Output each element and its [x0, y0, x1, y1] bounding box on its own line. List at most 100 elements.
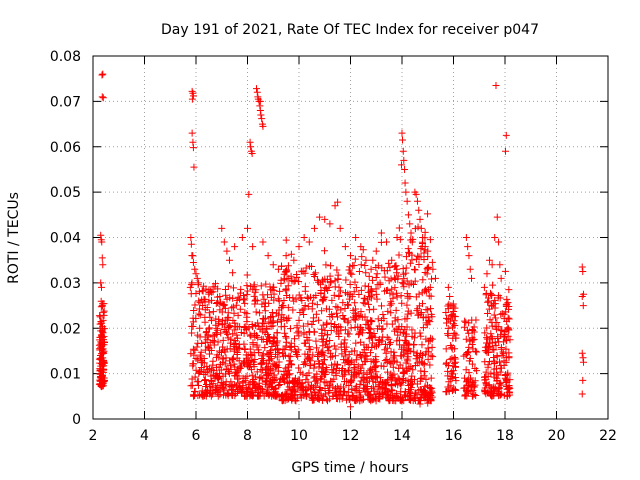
data-point — [384, 368, 392, 376]
data-point — [392, 306, 400, 314]
data-point — [190, 388, 198, 396]
data-point — [367, 349, 375, 357]
data-point — [229, 294, 237, 302]
data-point — [214, 392, 222, 400]
data-point — [367, 325, 375, 333]
data-point — [267, 347, 275, 355]
data-point — [290, 256, 298, 264]
data-point — [387, 275, 395, 283]
data-point — [392, 262, 400, 270]
data-point — [419, 314, 427, 322]
data-point — [370, 395, 378, 403]
data-point — [313, 344, 321, 352]
data-point — [504, 324, 512, 332]
data-point — [361, 384, 369, 392]
data-point — [253, 368, 261, 376]
data-point — [404, 349, 412, 357]
data-point — [385, 335, 393, 343]
data-point — [274, 265, 282, 273]
data-point — [388, 393, 396, 401]
data-point — [426, 361, 434, 369]
data-point — [580, 358, 588, 366]
data-point — [333, 266, 341, 274]
data-point — [378, 389, 386, 397]
data-point — [301, 301, 309, 309]
data-point — [236, 289, 244, 297]
data-point — [367, 318, 375, 326]
data-point — [497, 391, 505, 399]
data-point — [383, 333, 391, 341]
data-point — [485, 297, 493, 305]
data-point — [216, 306, 224, 314]
data-point — [462, 234, 470, 241]
data-point — [240, 358, 248, 366]
data-point — [428, 275, 436, 283]
data-point — [284, 370, 292, 378]
data-point — [443, 314, 451, 322]
data-point — [357, 286, 365, 294]
data-point — [504, 325, 512, 333]
data-point — [98, 238, 106, 246]
data-point — [398, 352, 406, 360]
data-point — [395, 323, 403, 331]
data-point — [468, 392, 476, 400]
data-point — [345, 330, 353, 338]
data-point — [317, 349, 325, 357]
axis-ticks: 2 4 6 8 10 12 14 16 18 20 22 0 0.01 0.02 0.03 0.04 0.05 0… — [50, 49, 617, 444]
data-point — [409, 235, 417, 243]
data-point — [192, 290, 200, 298]
data-point — [493, 353, 501, 361]
grid-lines — [93, 56, 608, 419]
x-tick-label: 6 — [192, 428, 201, 444]
data-point — [327, 377, 335, 385]
data-point — [251, 373, 259, 381]
data-point — [311, 389, 319, 397]
data-point — [309, 351, 317, 359]
data-point — [391, 284, 399, 292]
data-point — [241, 323, 249, 331]
data-point — [378, 264, 386, 272]
data-point — [282, 334, 290, 342]
data-point — [326, 349, 334, 357]
data-point — [377, 377, 385, 385]
data-point — [223, 389, 231, 397]
data-point — [321, 390, 329, 398]
data-point — [300, 234, 308, 241]
data-point — [452, 334, 460, 342]
data-point — [99, 94, 107, 102]
data-point — [212, 299, 220, 307]
data-point — [350, 288, 358, 296]
data-point — [387, 298, 395, 306]
data-point — [287, 360, 295, 368]
data-point — [97, 283, 105, 291]
data-point — [289, 306, 297, 314]
data-point — [194, 382, 202, 390]
data-point — [407, 363, 415, 371]
data-point — [482, 346, 490, 354]
data-point — [347, 403, 354, 411]
data-point — [402, 330, 410, 338]
data-point — [316, 213, 324, 221]
data-point — [367, 397, 375, 405]
data-point — [340, 356, 348, 364]
data-point — [98, 332, 106, 340]
data-point — [318, 360, 326, 368]
data-point — [284, 392, 292, 400]
data-point — [492, 81, 500, 89]
data-point — [261, 314, 269, 322]
data-point — [484, 310, 492, 318]
data-point — [284, 282, 292, 290]
data-point — [490, 311, 498, 319]
y-axis-label: ROTI / TECUs — [6, 192, 22, 284]
data-point — [352, 356, 360, 364]
data-point — [347, 252, 354, 260]
data-point — [229, 284, 237, 292]
data-point — [414, 311, 422, 319]
data-point — [256, 374, 264, 382]
data-point — [270, 333, 278, 341]
data-point — [415, 206, 423, 214]
data-point — [359, 361, 367, 369]
data-point — [407, 229, 415, 237]
data-point — [264, 389, 272, 397]
data-point — [489, 300, 497, 308]
